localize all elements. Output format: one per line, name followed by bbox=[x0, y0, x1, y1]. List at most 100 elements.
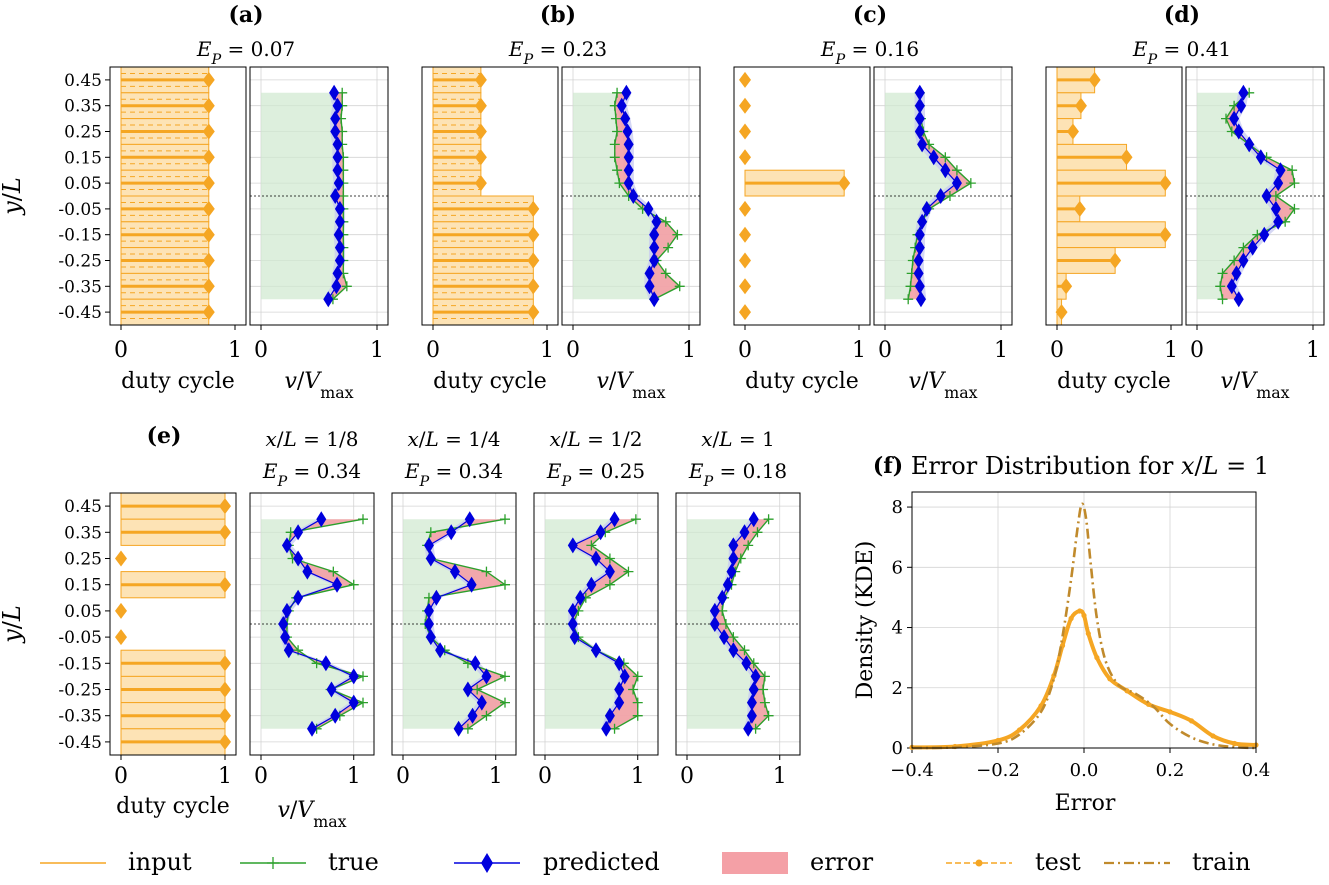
bot-vel-1-true-marker-1 bbox=[425, 527, 436, 538]
top-vel-1-true-marker-10 bbox=[660, 216, 671, 227]
bot-vel-3-pred-marker-8 bbox=[709, 616, 720, 632]
top-2-frame bbox=[733, 66, 871, 326]
bot-vel-1-pred-marker-9 bbox=[425, 629, 436, 646]
top-1-duty-marker-5 bbox=[527, 200, 540, 217]
top-vel-3-true-marker-13 bbox=[1229, 255, 1240, 266]
bot-vel-3-pred-marker-6 bbox=[717, 589, 728, 606]
top-vel-1-true-marker-0 bbox=[612, 87, 623, 98]
top-2-vel-tick-0: 0 bbox=[878, 338, 892, 363]
kde-test-marker-7 bbox=[1068, 615, 1074, 622]
bot-vel-3-pred-marker-16 bbox=[743, 720, 754, 737]
bot-vel-2-pred-marker-10 bbox=[591, 642, 601, 659]
top-3-duty-marker-6 bbox=[1159, 226, 1172, 243]
bot-vel-3-true-marker-12 bbox=[759, 671, 770, 682]
bot-vel-3-true-marker-9 bbox=[728, 632, 739, 643]
top-vel-1-true-marker-15 bbox=[674, 281, 685, 292]
kde-test-marker-14 bbox=[1145, 701, 1152, 707]
top-vel-3-pred-marker-4 bbox=[1244, 136, 1255, 153]
top-3-duty-marker-3 bbox=[1120, 149, 1133, 166]
top-0-panel-label: (a) bbox=[228, 2, 263, 28]
bot-vel-0-pred-marker-13 bbox=[326, 681, 337, 698]
top-vel-3-error-fill bbox=[1220, 92, 1295, 300]
kde-ytick-label-3: 6 bbox=[892, 557, 903, 578]
legend: input true predicted error test train bbox=[40, 848, 1251, 876]
top-vel-2-pred-marker-1 bbox=[914, 97, 925, 114]
kde-test-marker-16 bbox=[1188, 718, 1195, 724]
top-1-panel-label: (b) bbox=[540, 2, 576, 28]
top-0-duty-marker-8 bbox=[202, 278, 215, 295]
top-vel-1-pred-marker-3 bbox=[622, 123, 633, 140]
top-0-duty-marker-6 bbox=[202, 226, 215, 243]
kde-xtick-label-1: −0.2 bbox=[976, 760, 1020, 781]
kde-xtick-label-0: −0.4 bbox=[890, 760, 934, 781]
top-0-duty-marker-1 bbox=[202, 97, 215, 114]
bot-duty-xlabel: duty cycle bbox=[116, 794, 230, 819]
top-vel-2-pred-marker-4 bbox=[917, 136, 928, 153]
bot-vel-3-pred-marker-7 bbox=[709, 602, 720, 619]
top-3-duty-marker-4 bbox=[1159, 175, 1172, 192]
top-vel-0-pred-marker-0 bbox=[329, 84, 340, 101]
bot-vel-3-true-marker-10 bbox=[739, 645, 750, 656]
bot-vel-1-pred-marker-3 bbox=[425, 550, 436, 567]
top-ytick-label-3: 0.15 bbox=[64, 148, 102, 168]
top-vel-3-pred-marker-10 bbox=[1273, 213, 1284, 230]
top-vel-3-pred-marker-8 bbox=[1261, 188, 1272, 204]
bot-vel-3-true-marker-13 bbox=[758, 684, 769, 695]
bot-ytick-label-5: -0.05 bbox=[58, 628, 102, 648]
top-3-frame bbox=[1045, 66, 1183, 326]
legend-true-label: true bbox=[328, 848, 379, 876]
top-0-duty-marker-7 bbox=[202, 252, 215, 269]
top-1-duty-tick-1: 1 bbox=[540, 338, 554, 363]
bot-panel-label: (e) bbox=[147, 423, 182, 449]
top-1-ep-label: EP = 0.23 bbox=[508, 37, 607, 68]
top-3-duty-marker-0 bbox=[1088, 71, 1101, 88]
bot-vel-3-pred-marker-5 bbox=[722, 576, 733, 593]
top-vel-1-true-marker-5 bbox=[609, 152, 620, 163]
bot-vel-1-pred-marker-7 bbox=[423, 602, 434, 619]
bot-vel-0-pred-marker-2 bbox=[281, 537, 292, 554]
bot-ytick-label-0: 0.45 bbox=[64, 497, 102, 517]
top-2-duty-marker-6 bbox=[739, 226, 751, 243]
bot-vel-1-tick-0: 0 bbox=[396, 764, 410, 789]
bot-vel-2-pred-marker-2 bbox=[567, 537, 578, 554]
bot-vel-2-pred-marker-15 bbox=[604, 707, 615, 724]
legend-test-label: test bbox=[1035, 848, 1081, 876]
top-vel-1-true-marker-7 bbox=[614, 178, 625, 189]
top-3-duty-marker-8 bbox=[1060, 278, 1073, 295]
kde-ytick-label-0: 0 bbox=[892, 738, 903, 759]
bot-vel-2-title: x/L = 1/2 bbox=[550, 427, 643, 451]
bot-vel-0-pred-marker-3 bbox=[293, 550, 304, 567]
bot-ytick-label-6: -0.15 bbox=[58, 654, 102, 674]
top-1-duty-marker-0 bbox=[474, 71, 487, 88]
bot-vel-2-true-marker-4 bbox=[623, 566, 634, 577]
bot-duty-duty-marker-5 bbox=[115, 629, 127, 646]
top-ylabel: y/L bbox=[0, 177, 26, 216]
bot-vel-2-true-marker-5 bbox=[604, 579, 615, 590]
bot-vel-1-true-marker-0 bbox=[500, 514, 510, 525]
top-0-duty-marker-3 bbox=[202, 149, 215, 166]
top-vel-2-pred-marker-3 bbox=[914, 123, 925, 140]
kde-ytick-label-1: 2 bbox=[892, 678, 903, 699]
top-vel-1-true-marker-11 bbox=[672, 229, 683, 240]
bot-vel-0-tick-1: 1 bbox=[347, 764, 361, 789]
top-2-duty-marker-7 bbox=[739, 252, 751, 269]
top-1-vel-tick-0: 0 bbox=[566, 338, 580, 363]
top-ytick-label-1: 0.35 bbox=[64, 97, 102, 117]
kde-panel-label: (f) bbox=[873, 453, 903, 479]
bottom-row-panels: 0.45 0.35 0.25 0.15 0.05 -0.05 -0.15 -0.25 -0.35… bbox=[0, 423, 801, 831]
bot-vel-0-true-marker-4 bbox=[328, 566, 339, 577]
bot-vel-1-pred-marker-11 bbox=[470, 655, 481, 672]
bot-ytick-label-4: 0.05 bbox=[64, 602, 102, 622]
top-1-duty-tick-0: 0 bbox=[426, 338, 440, 363]
top-vel-1-pred-marker-12 bbox=[649, 239, 660, 256]
top-vel-1-pred-marker-16 bbox=[649, 291, 660, 308]
bot-vel-2-true-marker-15 bbox=[632, 710, 643, 721]
top-vel-2-pred-marker-14 bbox=[913, 265, 924, 282]
top-vel-2-pred-marker-5 bbox=[928, 149, 939, 166]
bot-vel-0-true-marker-0 bbox=[358, 514, 368, 525]
bot-vel-1-true-marker-16 bbox=[462, 723, 473, 734]
bot-vel-3-pred-marker-15 bbox=[746, 707, 757, 724]
legend-input-label: input bbox=[128, 848, 192, 876]
